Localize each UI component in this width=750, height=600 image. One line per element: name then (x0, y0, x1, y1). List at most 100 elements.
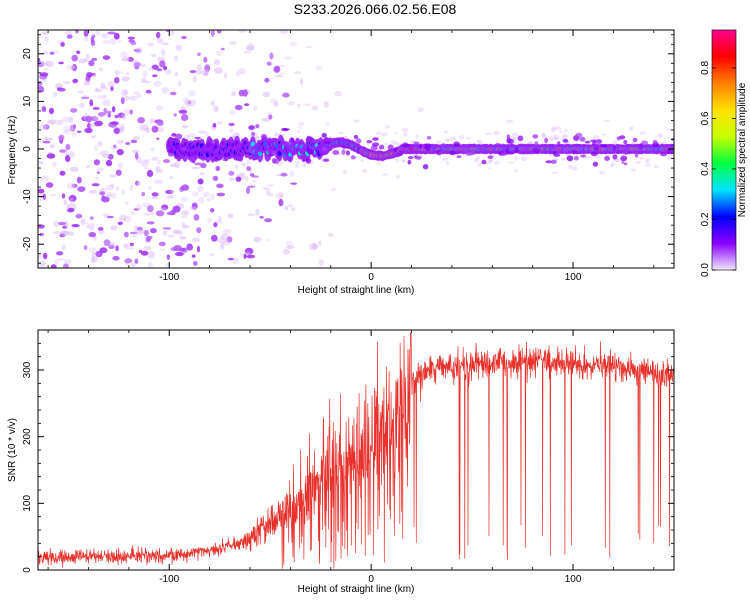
colorbar-tick-label: 0.4 (700, 162, 711, 176)
spectrogram-blob (61, 230, 71, 234)
spectrogram-blob (88, 124, 93, 128)
spectrogram-blob (125, 200, 129, 206)
spectrogram-blob (493, 130, 500, 136)
spectrogram-blob (113, 144, 117, 149)
spectrogram-blob (91, 135, 96, 139)
spectrogram-blob (251, 132, 256, 136)
spectrogram-blob (166, 254, 171, 260)
spectrogram-blob (62, 125, 72, 133)
spectrogram-blob (52, 231, 62, 235)
x-tick-label: 0 (368, 574, 374, 585)
spectrogram-blob (532, 134, 539, 139)
spectrogram-blob (279, 30, 289, 35)
spectrogram-blob (638, 157, 645, 160)
spectrogram-blob (151, 156, 159, 161)
spectrogram-blob (63, 199, 68, 206)
spectrogram-blob (38, 188, 45, 194)
spectrogram-blob (151, 125, 159, 133)
spectrogram-blob (213, 59, 220, 66)
spectrogram-blob (243, 251, 251, 255)
spectrogram-blob (67, 231, 75, 236)
spectrogram-blob (127, 36, 135, 40)
spectrogram-blob (40, 62, 49, 66)
spectrogram-blob (170, 91, 177, 96)
spectrogram-blob (232, 257, 239, 264)
spectrogram-blob (117, 40, 123, 43)
spectrogram-blob (229, 177, 235, 181)
spectrogram-blob (315, 65, 323, 71)
spectrogram-blob (266, 239, 271, 242)
spectrogram-blob (259, 216, 264, 219)
spectrogram-blob (83, 245, 88, 251)
spectrogram-blob (174, 144, 179, 150)
chart-title: S233.2026.066.02.56.E08 (293, 1, 457, 17)
spectrogram-blob (307, 148, 315, 154)
spectrogram-blob (572, 150, 577, 154)
spectrogram-blob (69, 116, 73, 124)
spectrogram-blob (297, 103, 301, 108)
spectrogram-blob (113, 127, 121, 135)
spectrogram-blob (245, 46, 255, 51)
spectrogram-blob (148, 67, 155, 71)
spectrogram-blob (71, 54, 78, 62)
spectrogram-blob (401, 159, 406, 163)
spectrogram-blob (464, 150, 469, 154)
spectrogram-blob (598, 171, 606, 175)
spectrogram-blob (41, 31, 49, 35)
spectrogram-blob (619, 135, 626, 140)
spectrogram-blob (133, 62, 141, 67)
spectrogram-blob (141, 191, 145, 197)
spectrogram-blob (234, 104, 243, 111)
spectrogram-blob (115, 186, 120, 191)
snr-series-line (38, 332, 674, 569)
spectrogram-blob (102, 40, 111, 45)
spectrogram-blob (96, 171, 100, 174)
y-tick-label: 100 (22, 495, 33, 512)
spectrogram-blob (181, 124, 189, 129)
spectrogram-blob (105, 191, 112, 197)
spectrogram-blob (135, 180, 140, 186)
spectrogram-blob (119, 126, 123, 134)
spectrogram-blob (58, 134, 65, 141)
spectrogram-blob (514, 147, 519, 153)
spectrogram-blob (253, 236, 262, 243)
spectrogram-blob (198, 196, 205, 204)
spectrogram-blob (670, 145, 674, 151)
spectrogram-blob (188, 99, 197, 107)
spectrogram-blob (407, 156, 414, 160)
spectrogram-blob (123, 89, 129, 96)
spectrogram-blob (95, 87, 99, 92)
spectrogram-blob (69, 166, 79, 172)
spectrogram-blob (141, 80, 151, 84)
spectrogram-blob (93, 159, 101, 166)
spectrogram-blob (121, 113, 127, 120)
spectrogram-blob (48, 107, 55, 115)
spectrogram-blob (146, 169, 154, 178)
x-tick-label: 100 (565, 574, 582, 585)
spectrogram-blob (188, 90, 196, 97)
spectrogram-blob (50, 194, 56, 197)
spectrogram-blob (124, 258, 133, 264)
spectrogram-blob (114, 70, 120, 76)
spectrogram-blob (212, 175, 219, 181)
spectrogram-blob (94, 120, 103, 127)
spectrogram-blob (544, 137, 548, 144)
spectrogram-blob (56, 87, 63, 91)
spectrogram-blob (481, 159, 487, 165)
spectrogram-blob (284, 205, 289, 211)
spectrogram-blob (62, 81, 71, 85)
spectrogram-blob (83, 30, 89, 37)
spectrogram-blob (42, 193, 47, 200)
spectrogram-blob (297, 121, 305, 126)
spectrogram-blob (168, 190, 176, 193)
y-tick-label: 200 (22, 428, 33, 445)
spectrogram-blob (151, 53, 157, 58)
spectrogram-blob (107, 80, 116, 88)
spectrogram-blob (227, 213, 234, 219)
spectrogram-blob (305, 158, 312, 164)
spectrogram-blob (660, 151, 668, 157)
spectrogram-blob (159, 168, 163, 174)
spectrogram-blob (247, 213, 255, 217)
spectrogram-blob (262, 91, 271, 98)
